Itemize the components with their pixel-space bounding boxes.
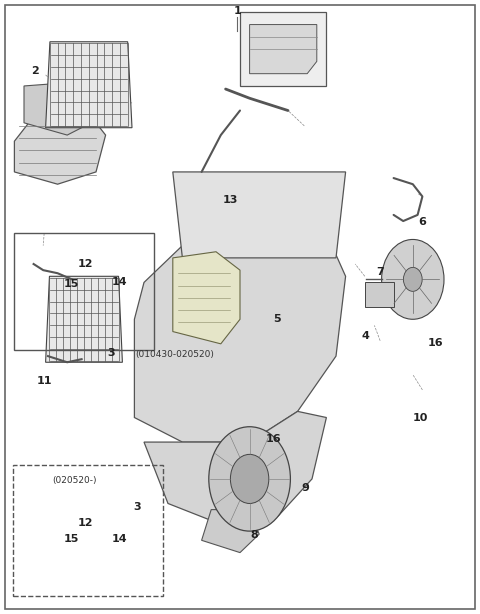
Text: 16: 16 [428,338,444,348]
Text: 3: 3 [108,348,115,358]
Text: 16: 16 [266,434,281,444]
Text: 15: 15 [63,279,79,289]
Polygon shape [134,215,346,442]
Text: 4: 4 [362,332,370,341]
Text: 14: 14 [111,278,127,287]
Text: (010430-020520): (010430-020520) [135,351,214,359]
Text: 12: 12 [78,518,93,528]
Text: 5: 5 [274,314,281,324]
Text: (020520-): (020520-) [52,476,96,484]
Text: 6: 6 [419,217,426,227]
Text: 9: 9 [301,483,309,493]
Polygon shape [173,172,346,258]
Circle shape [230,454,269,503]
Polygon shape [24,80,115,135]
Text: 3: 3 [133,502,141,511]
Text: 7: 7 [376,267,384,277]
Text: 1: 1 [233,6,241,16]
Polygon shape [202,510,259,553]
Polygon shape [46,42,132,128]
Text: 2: 2 [31,66,38,76]
Text: 10: 10 [413,413,428,422]
Bar [365,282,394,307]
Polygon shape [173,252,240,344]
Polygon shape [46,276,122,362]
Bar [240,12,326,86]
Circle shape [382,239,444,319]
Text: 8: 8 [251,530,258,540]
Circle shape [209,427,290,531]
Text: 15: 15 [63,534,79,544]
Circle shape [403,268,422,292]
Polygon shape [14,111,106,184]
Bar [13,465,163,596]
Bar [14,233,154,350]
Text: 14: 14 [111,534,127,544]
Text: 11: 11 [36,376,52,386]
Polygon shape [250,25,317,74]
Text: 13: 13 [223,195,238,204]
Polygon shape [144,411,326,528]
Text: 12: 12 [78,259,93,269]
